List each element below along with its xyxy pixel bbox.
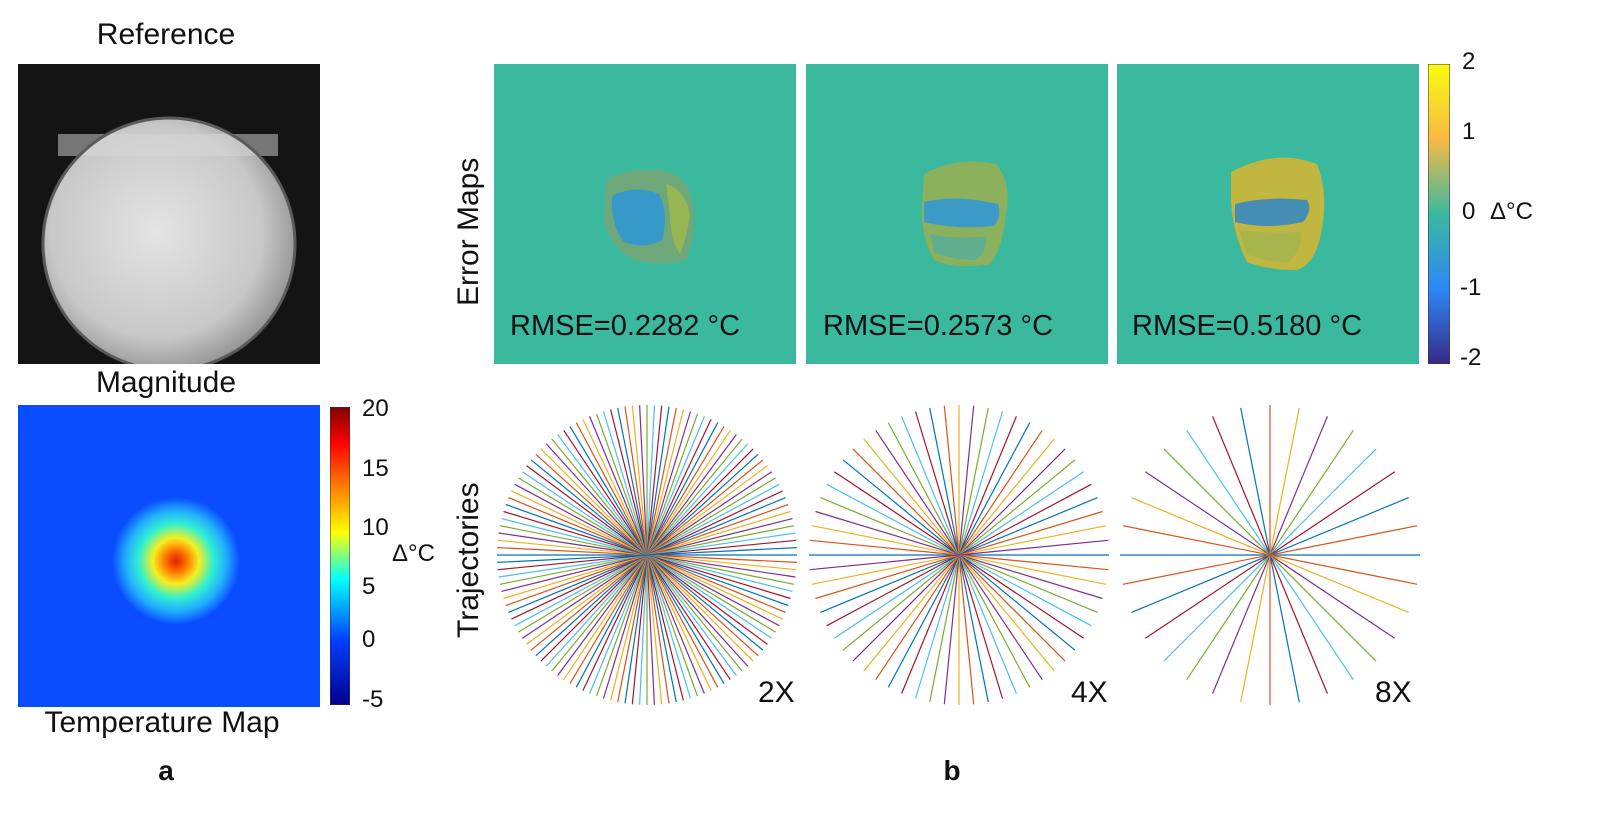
trajectories-row-label: Trajectories [452,482,485,638]
panel-a-letter: a [158,755,174,786]
trajectory-spoke [1122,525,1418,585]
rmse-4x: RMSE=0.2573 °C [823,310,1054,342]
trajectory-2x [497,405,797,705]
colorbar-a-tick-neg5: -5 [362,686,384,713]
magnitude-image [18,64,320,364]
hotspot [112,497,240,625]
colorbar-a-tick-20: 20 [362,395,389,422]
rmse-8x: RMSE=0.5180 °C [1132,310,1363,342]
trajectory-8x [1120,405,1420,705]
error-map-8x [1117,64,1419,364]
trajectory-spoke [497,547,797,563]
colorbar-a-tick-10: 10 [362,514,389,541]
panel-b-letter: b [943,755,961,786]
colorbar-b-tick-neg1: -1 [1460,274,1482,301]
colorbar-b-tick-neg2: -2 [1460,344,1482,371]
colorbar-a-unit: Δ°C [392,540,435,567]
trajectory-4x [809,405,1109,705]
reference-title: Reference [96,18,236,51]
colorbar-b-tick-0: 0 [1462,198,1476,225]
error-map-4x [806,64,1108,364]
trajectory-spoke [809,539,1109,571]
colorbar-b-tick-2: 2 [1462,48,1476,75]
colorbar-b-tick-1: 1 [1462,118,1476,145]
temperature-map [18,405,320,707]
rmse-2x: RMSE=0.2282 °C [510,310,741,342]
error-maps-row-label: Error Maps [452,157,485,306]
error-map-2x [494,64,796,364]
factor-8x: 8X [1375,676,1412,709]
colorbar-a-tick-15: 15 [362,455,389,482]
temperature-colorbar [330,407,350,705]
colorbar-a-tick-5: 5 [362,573,376,600]
factor-4x: 4X [1071,676,1108,709]
temperature-map-label: Temperature Map [44,706,280,739]
colorbar-b-unit: Δ°C [1490,198,1533,225]
factor-2x: 2X [758,676,795,709]
colorbar-a-tick-0: 0 [362,626,376,653]
error-colorbar [1428,64,1450,364]
magnitude-label: Magnitude [95,366,237,399]
